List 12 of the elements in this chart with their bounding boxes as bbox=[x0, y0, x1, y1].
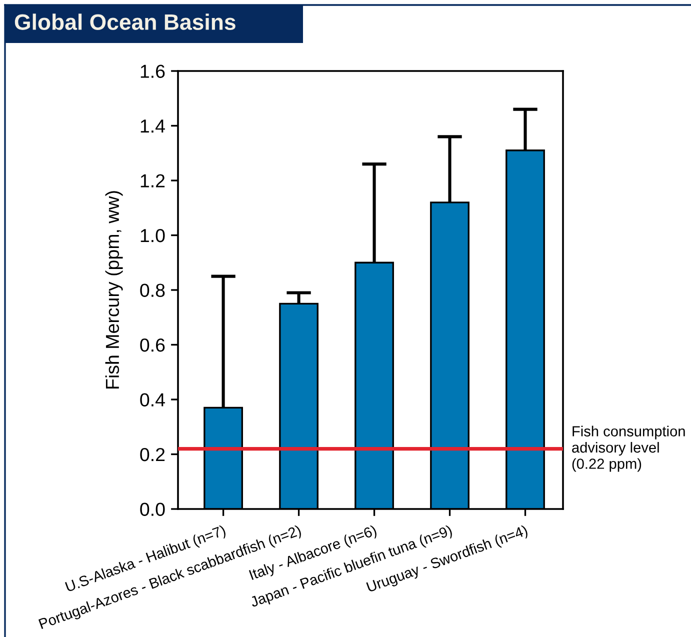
y-tick-label: 1.6 bbox=[140, 64, 165, 78]
chart-title: Global Ocean Basins bbox=[14, 14, 236, 30]
y-tick-label: 0.6 bbox=[140, 338, 165, 352]
y-tick-label: 0.0 bbox=[140, 502, 165, 516]
y-tick-label: 1.0 bbox=[140, 228, 165, 242]
y-tick-label: 1.4 bbox=[140, 120, 165, 133]
y-tick-label: 0.2 bbox=[140, 448, 165, 462]
y-axis-title: Fish Mercury (ppm, ww) bbox=[105, 191, 123, 388]
y-tick-label: 0.8 bbox=[140, 284, 165, 297]
y-tick-label: 0.4 bbox=[140, 393, 165, 406]
y-tick-label: 1.2 bbox=[140, 174, 165, 188]
ref-line-label: Fish consumption advisory level (0.22 ppm) bbox=[572, 426, 685, 472]
